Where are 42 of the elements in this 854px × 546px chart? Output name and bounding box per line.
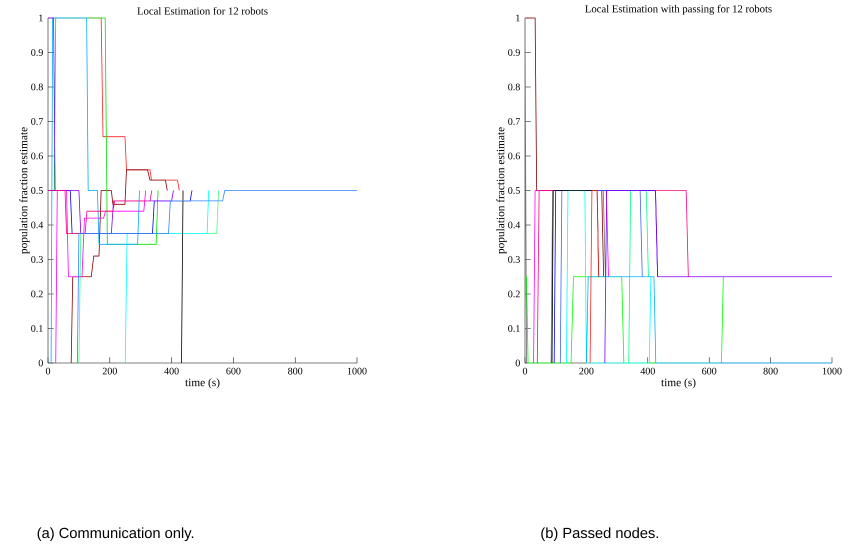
y-tick-label: 0.7 — [31, 118, 43, 125]
x-axis-title: time (s) — [661, 378, 696, 389]
x-tick-label: 200 — [102, 368, 117, 374]
y-tick-label: 0.8 — [508, 84, 520, 90]
y-tick-label: 0.2 — [508, 290, 520, 298]
x-tick-label: 600 — [702, 368, 716, 374]
text: (b) Passed nodes. — [541, 527, 658, 542]
x-tick-label: 400 — [640, 368, 655, 374]
y-tick-label: 0.5 — [508, 187, 520, 194]
y-tick-label: 0.2 — [31, 290, 43, 298]
x-tick-label: 800 — [288, 368, 302, 374]
x-tick-label: 0 — [46, 368, 50, 374]
y-tick-label: 0.3 — [508, 256, 520, 263]
y-axis-title: population fraction estimate — [19, 127, 30, 254]
y-tick-label: 0 — [38, 360, 43, 366]
y-tick-label: 0 — [516, 360, 520, 366]
y-axis-title: population fraction estimate — [496, 127, 507, 254]
y-tick-label: 0.9 — [508, 49, 520, 56]
y-tick-label: 0.1 — [508, 325, 520, 332]
x-tick-label: 600 — [226, 368, 241, 374]
y-tick-label: 0.1 — [31, 325, 43, 332]
x-tick-label: 1000 — [822, 368, 842, 374]
y-tick-label: 0.9 — [31, 49, 43, 56]
x-tick-label: 200 — [579, 368, 594, 374]
y-tick-label: 0.8 — [31, 84, 43, 90]
x-tick-label: 400 — [164, 368, 179, 374]
y-tick-label: 0.5 — [31, 187, 43, 194]
x-tick-label: 1000 — [348, 368, 367, 374]
chart-title: Local Estimation with passing for 12 robots — [585, 4, 772, 15]
chart-title: Local Estimation for 12 robots — [137, 7, 268, 15]
y-tick-label: 1 — [516, 14, 520, 22]
y-tick-label: 0.7 — [508, 118, 520, 125]
y-tick-label: 0.6 — [508, 152, 520, 160]
y-tick-label: 1 — [39, 14, 43, 22]
x-tick-label: 0 — [522, 368, 528, 374]
x-tick-label: 800 — [763, 368, 778, 374]
text: (a) Communication only. — [38, 527, 194, 542]
x-axis-title: time (s) — [185, 378, 220, 389]
y-tick-label: 0.6 — [31, 152, 43, 160]
y-tick-label: 0.4 — [508, 222, 520, 228]
y-tick-label: 0.4 — [31, 222, 44, 228]
y-tick-label: 0.3 — [31, 256, 43, 263]
